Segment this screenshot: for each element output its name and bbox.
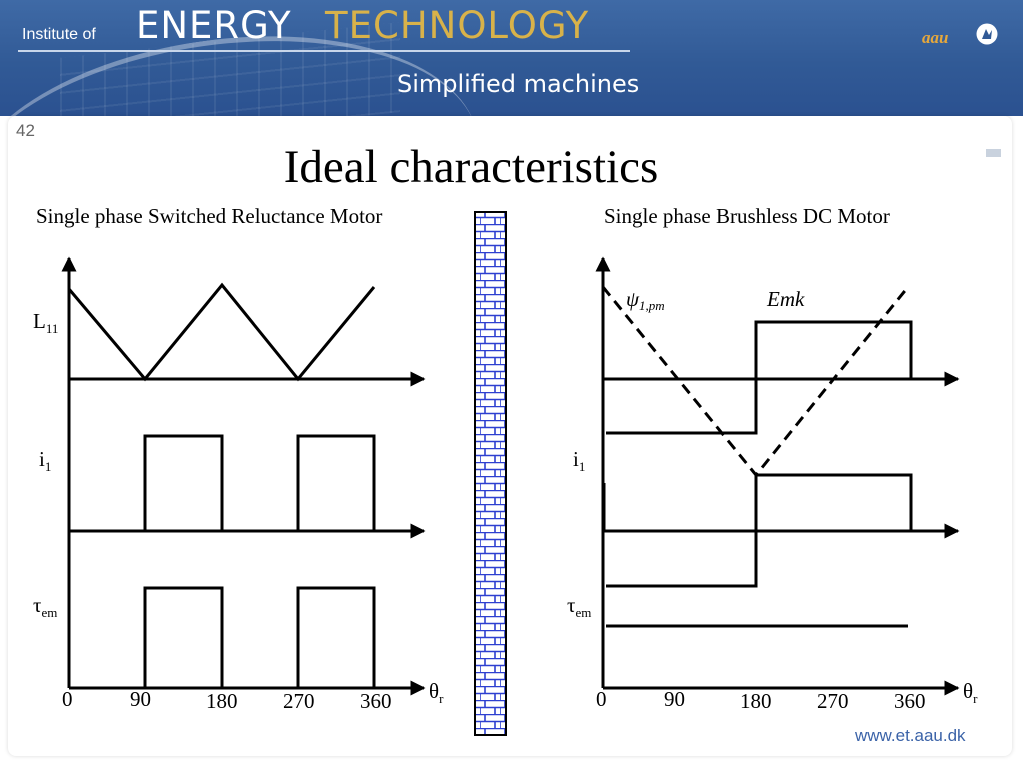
- left-torque-waveform: [143, 586, 224, 688]
- left-inductance-label: L11: [33, 309, 58, 336]
- inductance-waveform: [67, 282, 376, 382]
- right-flux-label: ψ1,pm: [626, 287, 665, 313]
- right-emf-label: Emk: [766, 287, 805, 311]
- left-tick-270: 270: [283, 689, 315, 713]
- aau-logo-icon: [976, 23, 998, 45]
- right-panel-diagram: [595, 256, 960, 696]
- right-panel-title: Single phase Brushless DC Motor: [604, 204, 890, 228]
- left-tick-360: 360: [360, 689, 392, 713]
- footer-url-link[interactable]: www.et.aau.dk: [855, 726, 966, 745]
- right-tick-0: 0: [596, 687, 607, 711]
- slide-title: Ideal characteristics: [283, 141, 659, 193]
- left-current-label: i1: [39, 447, 51, 474]
- left-tick-90: 90: [130, 687, 151, 711]
- decorative-bar: [986, 149, 1001, 157]
- right-tick-270: 270: [817, 689, 849, 713]
- right-current-label: i1: [573, 447, 585, 474]
- aau-wordmark: aau: [922, 28, 949, 47]
- right-angle-label: θr: [963, 679, 978, 706]
- emf-waveform: [606, 320, 913, 435]
- left-current-waveform-2: [296, 434, 376, 531]
- energy-word: ENERGY: [136, 4, 292, 47]
- left-angle-label: θr: [429, 679, 444, 706]
- left-panel-diagram: [61, 256, 426, 696]
- left-tick-0: 0: [62, 687, 73, 711]
- left-torque-waveform-2: [296, 586, 376, 688]
- right-torque-label: τem: [567, 593, 591, 620]
- brick-wall-divider: [474, 211, 507, 736]
- right-current-waveform: [606, 473, 913, 588]
- technology-word: TECHNOLOGY: [325, 4, 590, 47]
- right-tick-labels: 0 90 180 270 360: [596, 687, 926, 713]
- section-subtitle: Simplified machines: [397, 70, 640, 98]
- left-tick-labels: 0 90 180 270 360: [62, 687, 392, 713]
- left-panel-title: Single phase Switched Reluctance Motor: [36, 204, 383, 228]
- right-tick-360: 360: [894, 689, 926, 713]
- header-rule: [18, 50, 630, 52]
- institute-label: Institute of: [22, 26, 96, 43]
- right-tick-90: 90: [664, 687, 685, 711]
- right-tick-180: 180: [740, 689, 772, 713]
- left-tick-180: 180: [206, 689, 238, 713]
- header-banner: [0, 0, 1023, 116]
- left-torque-label: τem: [33, 593, 57, 620]
- slide-number: 42: [16, 121, 35, 140]
- left-current-waveform: [143, 434, 224, 531]
